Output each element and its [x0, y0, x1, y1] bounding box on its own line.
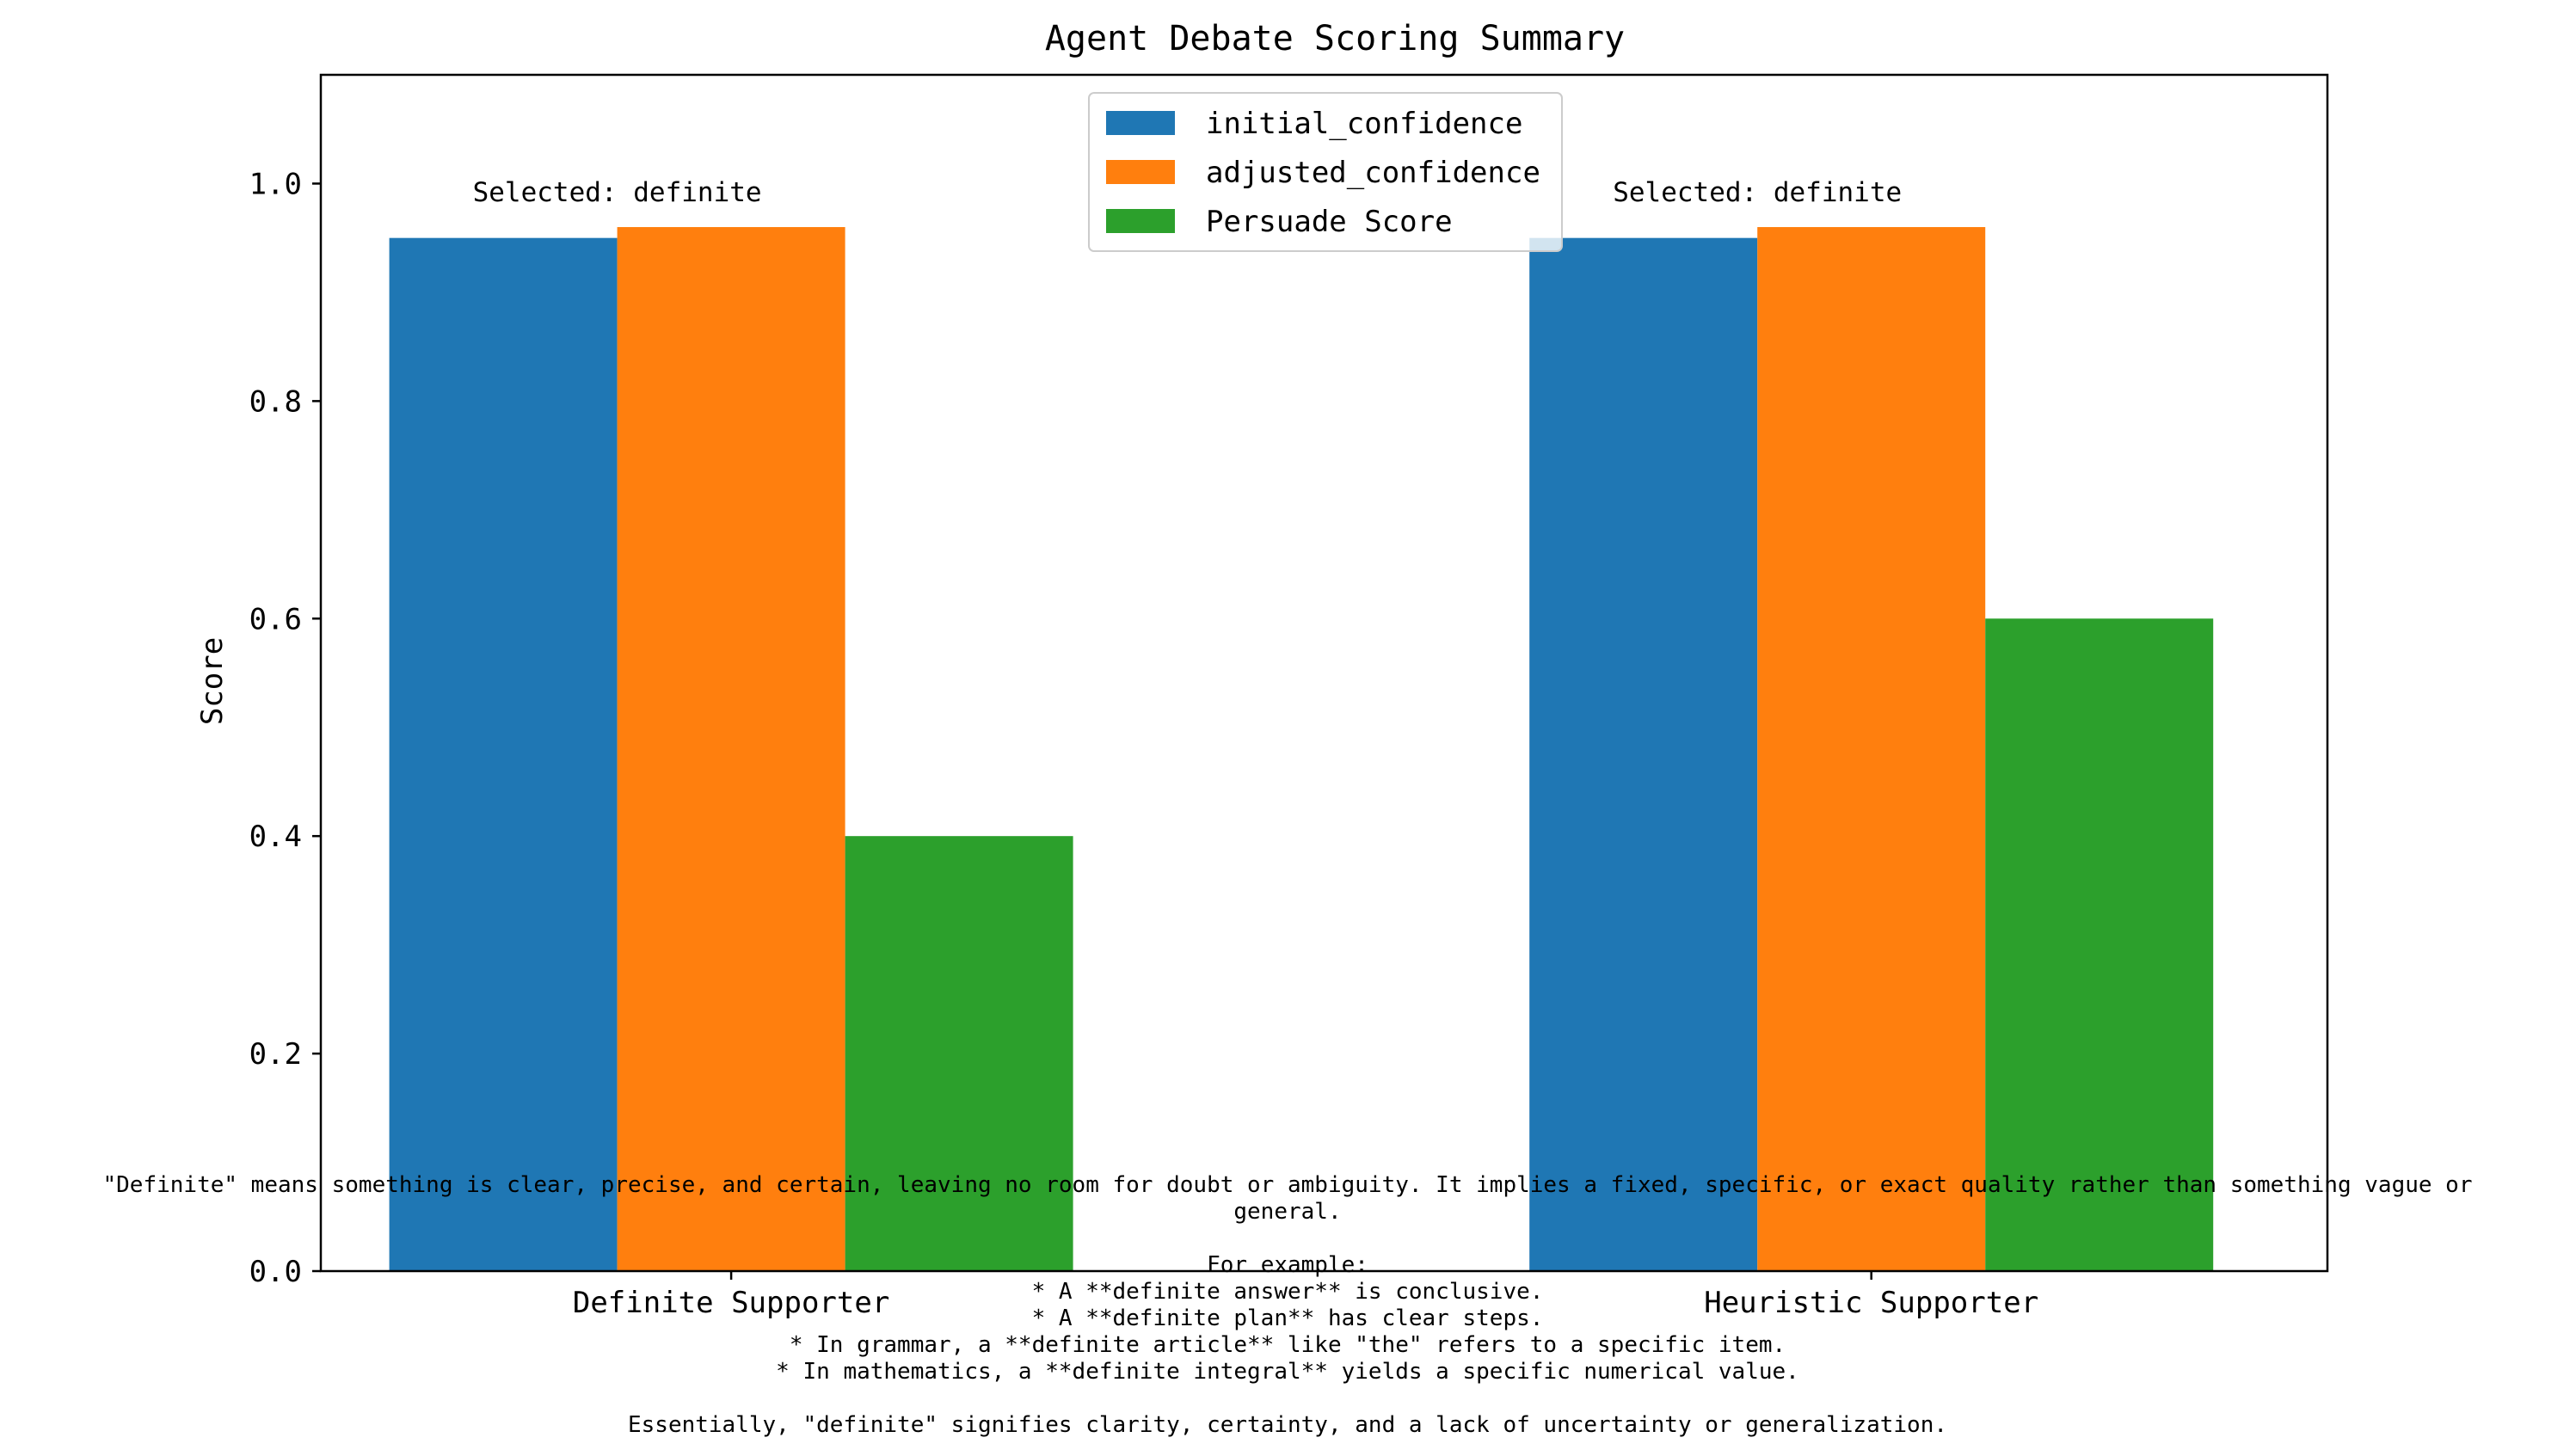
- y-axis-label: Score: [195, 637, 230, 725]
- legend-swatch-2: [1106, 209, 1175, 233]
- note-line: Essentially, "definite" signifies clarit…: [628, 1412, 1947, 1438]
- legend: initial_confidence adjusted_confidence Per…: [1088, 92, 1563, 252]
- y-axis: 0.0 0.2 0.4 0.6 0.8 1.0: [249, 167, 321, 1289]
- note-line: * A **definite answer** is conclusive.: [1032, 1279, 1544, 1305]
- plot-frame: [319, 73, 2329, 1273]
- bar-annotation: Selected: definite: [473, 177, 762, 208]
- legend-swatch-0: [1106, 111, 1175, 135]
- x-tick-label: Definite Supporter: [573, 1286, 889, 1320]
- bar-annotation: Selected: definite: [1613, 177, 1902, 208]
- note-line: * In grammar, a **definite article** lik…: [790, 1332, 1786, 1358]
- note-line: * In mathematics, a **definite integral*…: [776, 1359, 1799, 1385]
- legend-label-0: initial_confidence: [1206, 107, 1522, 141]
- note-line: For example:: [1207, 1252, 1368, 1278]
- bar-definite-supporter-0: [389, 237, 618, 1271]
- note-line: * A **definite plan** has clear steps.: [1032, 1305, 1544, 1331]
- legend-frame: [1088, 92, 1563, 252]
- legend-swatch-1: [1106, 160, 1175, 184]
- y-tick-label: 0.2: [249, 1037, 302, 1072]
- bar-definite-supporter-1: [617, 227, 845, 1271]
- legend-label-2: Persuade Score: [1206, 205, 1453, 239]
- bar-definite-supporter-2: [845, 836, 1073, 1271]
- y-tick-label: 0.4: [249, 820, 302, 854]
- y-tick-label: 1.0: [249, 167, 302, 201]
- definition-note: "Definite" means something is clear, pre…: [103, 1172, 2473, 1438]
- chart-title: Agent Debate Scoring Summary: [1045, 19, 1625, 58]
- note-line: general.: [1233, 1199, 1341, 1225]
- bar-heuristic-supporter-1: [1757, 227, 1986, 1271]
- bars-layer: [389, 227, 2214, 1271]
- legend-label-1: adjusted_confidence: [1206, 156, 1540, 190]
- x-tick-label: Heuristic Supporter: [1704, 1286, 2038, 1320]
- bar-heuristic-supporter-0: [1529, 237, 1758, 1271]
- x-axis: Definite Supporter Heuristic Supporter: [573, 1271, 2038, 1320]
- bar-annotations: Selected: definite Selected: definite: [473, 177, 1903, 208]
- y-tick-label: 0.0: [249, 1255, 302, 1289]
- y-tick-label: 0.6: [249, 602, 302, 636]
- note-line: "Definite" means something is clear, pre…: [103, 1172, 2473, 1198]
- y-tick-label: 0.8: [249, 384, 302, 419]
- bar-heuristic-supporter-2: [1985, 618, 2214, 1271]
